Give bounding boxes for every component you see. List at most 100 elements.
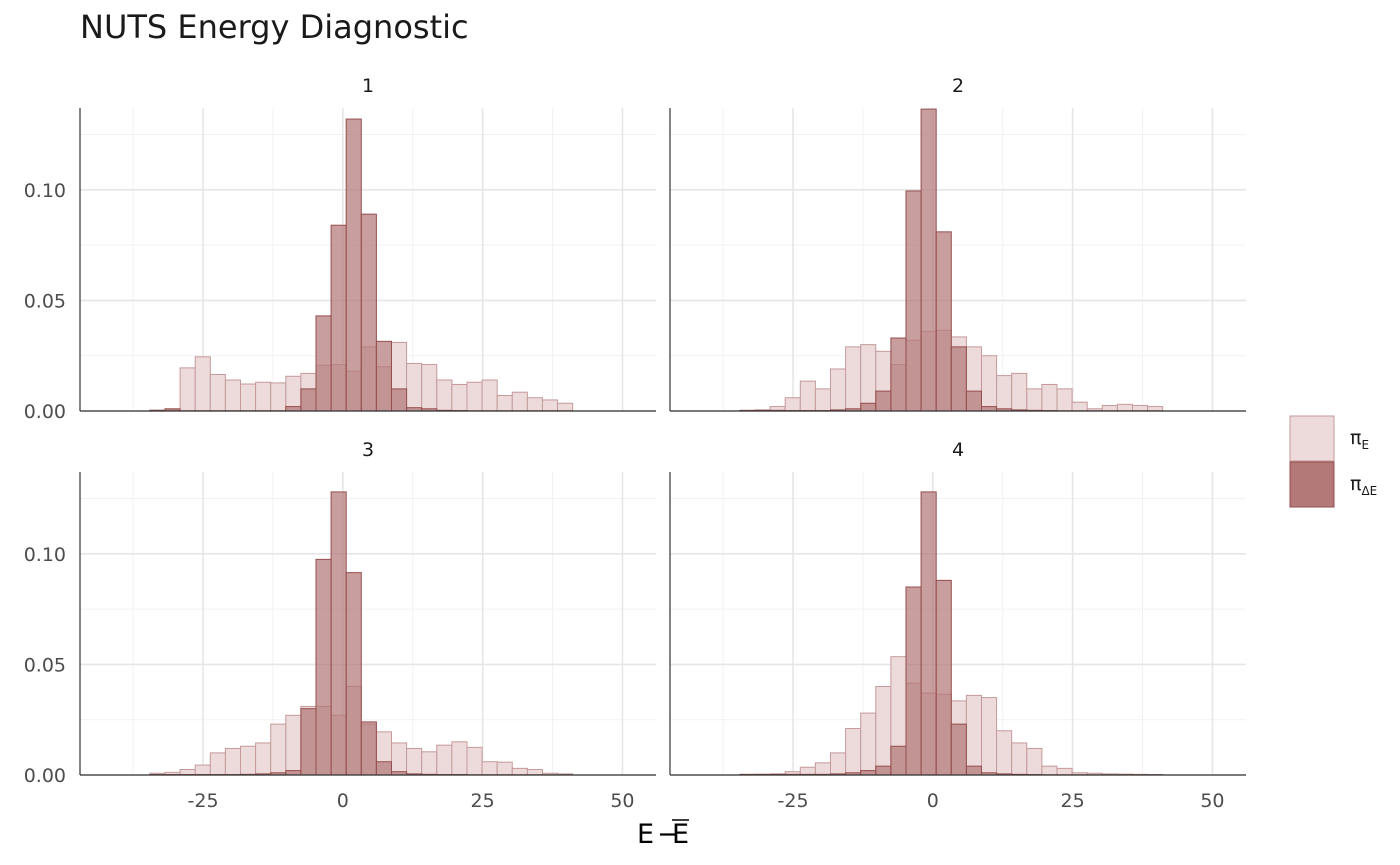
facet-panel-3: 3 0.00 0.05 0.10 -25 0 25 50 [24,439,656,812]
bar-pi-E [860,712,877,776]
bar-pi-E [451,741,468,776]
bar-pi-dE [860,770,877,776]
bar-pi-E [466,381,483,412]
bar-pi-E [239,383,257,412]
bar-pi-E [179,367,196,412]
facet-label: 3 [362,439,374,461]
bar-pi-dE [935,579,952,776]
bar-pi-E [875,686,892,776]
bar-pi-E [270,723,287,776]
bar-pi-E [557,402,574,412]
bar-pi-E [829,368,847,412]
bar-pi-dE [980,406,998,412]
bar-pi-E [421,364,438,412]
bar-pi-E [406,362,423,412]
bar-pi-dE [965,765,982,776]
x-tick-label: 50 [610,790,634,812]
legend-label: πE [1350,427,1369,452]
bar-pi-E [1011,372,1028,412]
series-pi-dE [149,118,574,412]
bar-pi-E [845,346,862,412]
legend-label: πΔE [1350,473,1377,498]
bar-pi-dE [905,586,922,776]
bar-pi-E [194,356,211,412]
bar-pi-E [541,399,559,412]
x-tick-label: 50 [1200,790,1224,812]
facet-label: 2 [952,75,964,97]
bar-pi-E [224,379,241,412]
bar-pi-E [209,752,226,776]
facet-panel-1: 1 0.00 0.05 0.10 [24,75,656,423]
facet-label: 4 [952,439,964,461]
x-axis-label: E [637,819,654,850]
bar-pi-dE [890,745,907,776]
bar-pi-dE [920,108,937,412]
bar-pi-E [466,746,483,776]
x-tick-label: 25 [471,790,495,812]
bar-pi-E [239,745,257,776]
bar-pi-dE [285,406,302,412]
facet-panel-2: 2 [669,75,1246,412]
facet-panel-4: 4 -25 0 25 50 [669,439,1246,812]
bar-pi-dE [375,761,392,776]
x-tick-label: 25 [1061,790,1085,812]
chart-title: NUTS Energy Diagnostic [80,8,469,46]
bar-pi-E [784,397,801,412]
bar-pi-E [209,374,226,412]
bar-pi-E [1056,388,1073,412]
bar-pi-E [814,388,831,412]
bar-pi-E [1131,404,1149,412]
series-pi-dE [149,491,574,776]
bar-pi-E [481,379,498,412]
x-tick-label: 0 [927,790,939,812]
bar-pi-E [1116,403,1133,412]
bar-pi-dE [300,388,317,412]
x-axis-label-operator: − [657,819,680,850]
bar-pi-dE [345,572,362,776]
bar-pi-E [255,742,272,776]
bar-pi-E [194,764,211,776]
series-pi-dE [739,491,1164,776]
bar-pi-dE [360,721,377,776]
bar-pi-dE [920,491,937,776]
bar-pi-dE [390,388,408,412]
y-tick-label: 0.05 [24,654,66,676]
x-axis-label-mean: E [672,819,689,850]
bar-pi-E [1041,383,1058,412]
bar-pi-E [1071,401,1088,412]
y-tick-label: 0.00 [24,765,66,787]
bar-pi-dE [360,213,377,412]
legend-key-pi-E [1289,415,1335,462]
bar-pi-dE [875,390,892,412]
bar-pi-E [845,728,862,776]
facet-panels: 1 0.00 0.05 0.10 2 3 0.00 0.05 0.10 -25 0 25 50 4 -25 0… [24,75,1246,812]
bar-pi-E [799,380,816,412]
bar-pi-dE [375,340,392,412]
bar-pi-E [496,761,513,776]
y-tick-label: 0.10 [24,544,66,566]
x-tick-label: -25 [778,790,809,812]
bar-pi-E [285,714,302,776]
bar-pi-E [996,730,1013,776]
bar-pi-E [860,344,877,412]
bar-pi-E [526,397,543,412]
bar-pi-dE [965,390,982,412]
y-tick-label: 0.05 [24,290,66,312]
bar-pi-E [814,762,831,776]
bar-pi-dE [285,770,302,776]
x-tick-label: 0 [337,790,349,812]
x-tick-label: -25 [188,790,219,812]
bar-pi-dE [875,765,892,776]
bar-pi-dE [890,337,907,412]
y-tick-label: 0.00 [24,401,66,423]
bar-pi-E [526,768,543,776]
bar-pi-E [481,761,498,776]
facet-label: 1 [362,75,374,97]
bar-pi-dE [950,723,967,776]
bar-pi-dE [935,231,952,412]
y-tick-label: 0.10 [24,180,66,202]
legend: πE πΔE [1289,415,1377,508]
bar-pi-E [224,747,241,776]
bar-pi-dE [950,346,967,412]
bar-pi-dE [860,402,877,412]
